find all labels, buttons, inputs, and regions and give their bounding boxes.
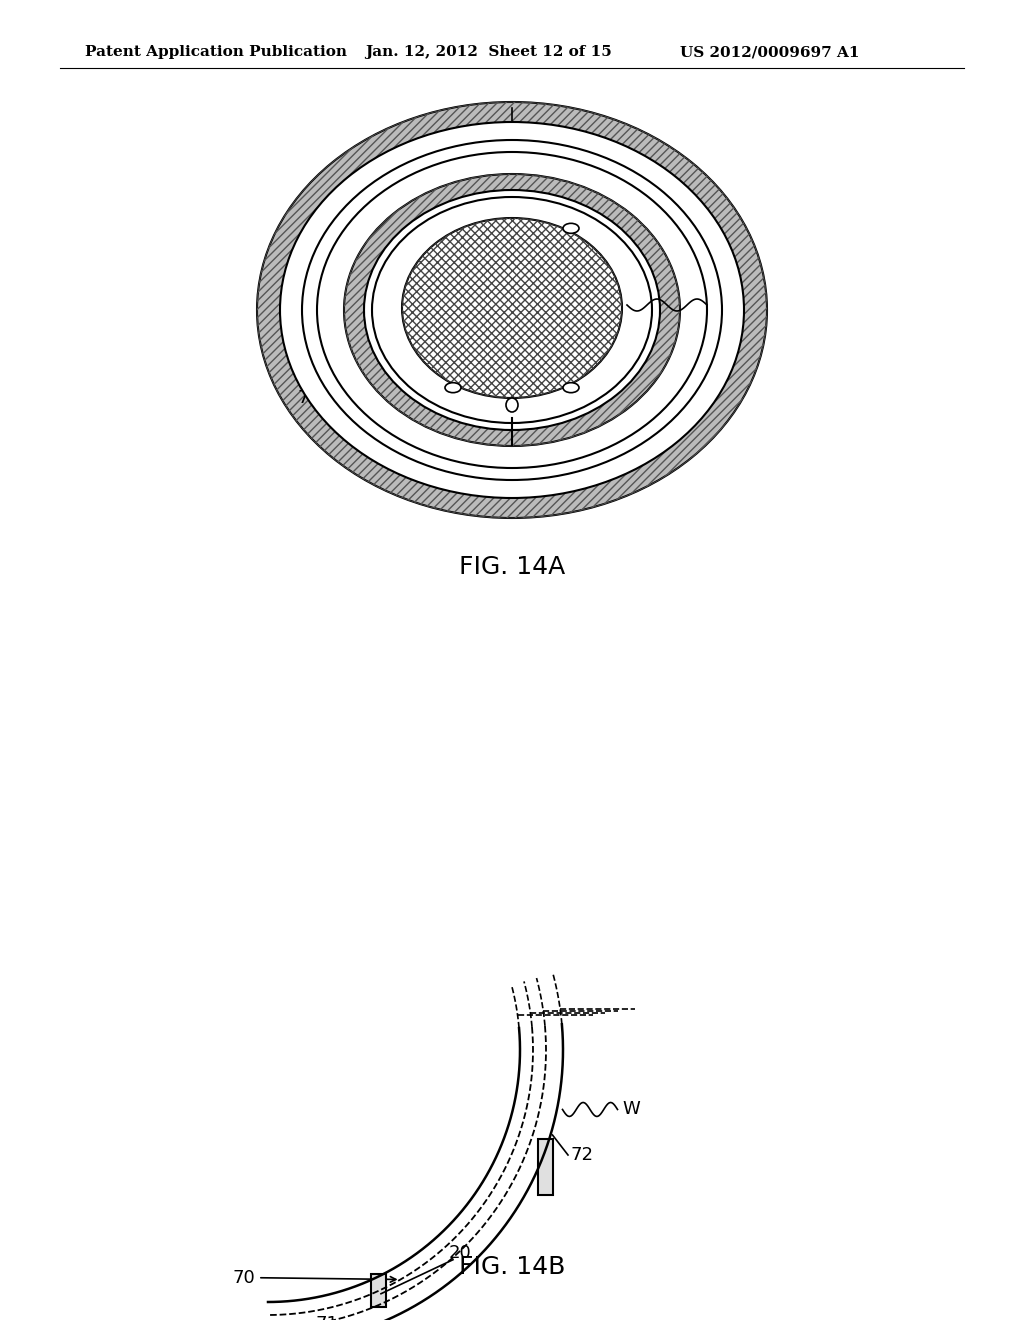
Text: 20: 20 (449, 1243, 471, 1262)
Ellipse shape (364, 190, 660, 430)
Text: 20: 20 (319, 351, 342, 370)
Text: W: W (712, 296, 730, 314)
Ellipse shape (280, 121, 744, 498)
Ellipse shape (445, 383, 461, 392)
Text: 70: 70 (232, 1269, 255, 1287)
Ellipse shape (257, 102, 767, 517)
Text: FIG. 14A: FIG. 14A (459, 554, 565, 579)
Text: W: W (623, 1101, 640, 1118)
Bar (538, 1139, 553, 1195)
Bar (371, 1274, 385, 1307)
Text: 11: 11 (317, 226, 340, 244)
Text: 72: 72 (570, 1146, 593, 1164)
Ellipse shape (344, 174, 680, 446)
Text: FIG. 14B: FIG. 14B (459, 1255, 565, 1279)
Ellipse shape (402, 218, 622, 399)
Ellipse shape (302, 140, 722, 480)
Ellipse shape (563, 383, 579, 392)
Text: Jan. 12, 2012  Sheet 12 of 15: Jan. 12, 2012 Sheet 12 of 15 (365, 45, 611, 59)
Text: 30: 30 (473, 458, 496, 477)
Text: 70: 70 (297, 389, 319, 407)
Text: Patent Application Publication: Patent Application Publication (85, 45, 347, 59)
Text: 12: 12 (501, 120, 523, 139)
Ellipse shape (372, 197, 652, 422)
Text: US 2012/0009697 A1: US 2012/0009697 A1 (680, 45, 859, 59)
Ellipse shape (563, 223, 579, 234)
Ellipse shape (506, 399, 518, 412)
Text: 71: 71 (315, 1315, 338, 1320)
Text: 33: 33 (522, 458, 546, 477)
Ellipse shape (317, 152, 707, 469)
